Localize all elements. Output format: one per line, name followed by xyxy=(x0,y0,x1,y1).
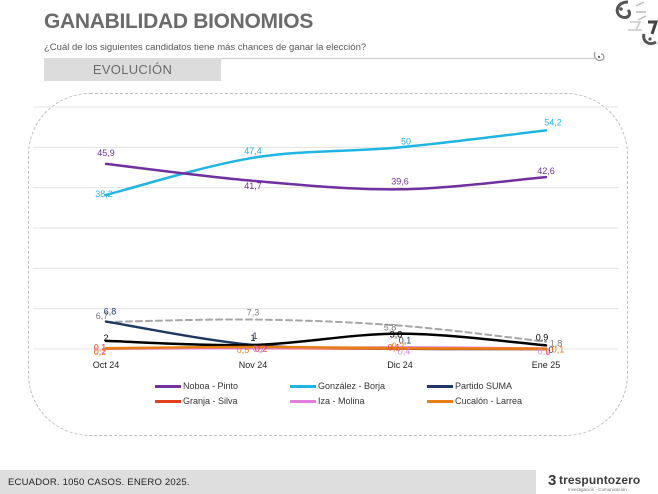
legend-item-cucalon-larrea: Cucalón - Larrea xyxy=(427,396,522,406)
series-line-cucalon-larrea xyxy=(104,345,548,350)
x-tick-label: Oct 24 xyxy=(93,360,120,370)
survey-question: ¿Cuál de los siguientes candidatos tiene… xyxy=(44,42,367,53)
legend-item-granja-silva: Granja - Silva xyxy=(155,396,238,406)
legend-item-gonzalez-borja: González - Borja xyxy=(290,381,385,391)
data-label: 0,4 xyxy=(398,346,411,356)
series-line-gonzalez-borja xyxy=(104,129,548,197)
data-label: 45,9 xyxy=(97,148,115,158)
data-label: 0 xyxy=(545,347,550,357)
brand-mark-icon: 3 xyxy=(548,472,557,489)
trespuntozero-corner-logo-icon xyxy=(615,0,658,46)
swirl-icon xyxy=(593,51,605,62)
brand-name: trespuntozero xyxy=(559,473,641,487)
data-label: 3,8 xyxy=(390,330,403,340)
legend-label: Granja - Silva xyxy=(183,396,238,406)
data-label: 0,1 xyxy=(388,343,401,353)
data-label: 6,8 xyxy=(104,307,117,317)
data-label: 50 xyxy=(401,136,411,146)
x-tick-label: Nov 24 xyxy=(239,360,268,370)
legend-swatch xyxy=(427,399,453,403)
legend-label: González - Borja xyxy=(318,381,386,391)
data-label: 39,6 xyxy=(391,176,409,186)
data-label: 54,2 xyxy=(544,117,562,127)
legend-swatch xyxy=(290,399,316,403)
legend-swatch xyxy=(427,384,453,388)
legend-label: Noboa - Pinto xyxy=(183,381,239,391)
brand-logo: 3 trespuntozero Investigación · Comunica… xyxy=(548,473,648,493)
section-label-evolucion: EVOLUCIÓN xyxy=(44,58,221,81)
legend-swatch xyxy=(155,384,181,388)
footer-bar: ECUADOR. 1050 CASOS. ENERO 2025. xyxy=(0,470,536,494)
data-label: 41,7 xyxy=(244,181,262,191)
data-label: 0,9 xyxy=(536,332,549,342)
data-label: 0,2 xyxy=(94,346,107,356)
legend-item-partido-suma: Partido SUMA xyxy=(427,381,512,391)
data-label: 1 xyxy=(252,331,257,341)
brand-tagline: Investigación · Comunicación xyxy=(568,487,627,492)
legend-swatch xyxy=(290,384,316,388)
data-label: 0,2 xyxy=(94,347,107,357)
data-label: 38,2 xyxy=(95,189,113,199)
x-tick-label: Dic 24 xyxy=(387,360,413,370)
data-label: 1,8 xyxy=(550,339,563,349)
data-label: 0,1 xyxy=(399,336,412,346)
x-tick-label: Ene 25 xyxy=(532,360,561,370)
section-label-text: EVOLUCIÓN xyxy=(92,62,173,77)
header-divider xyxy=(221,58,595,59)
data-label: 5,8 xyxy=(384,323,397,333)
data-label: 0,1 xyxy=(552,345,565,355)
data-label: 0,2 xyxy=(392,341,405,351)
data-label: 2 xyxy=(103,333,108,343)
legend-label: Partido SUMA xyxy=(455,381,513,391)
legend-label: Iza - Molina xyxy=(318,396,365,406)
data-label: 1 xyxy=(250,333,255,343)
legend-item-noboa-pinto: Noboa - Pinto xyxy=(155,381,238,391)
data-label: 7,3 xyxy=(247,308,260,318)
legend-swatch xyxy=(155,399,181,403)
data-label: 0,2 xyxy=(255,344,268,354)
series-line-noboa-pinto xyxy=(104,162,548,191)
footer-caption: ECUADOR. 1050 CASOS. ENERO 2025. xyxy=(8,476,190,488)
legend-label: Cucalón - Larrea xyxy=(455,396,523,406)
data-label: 47,4 xyxy=(244,146,262,156)
series-line-unlabeled-7 xyxy=(105,318,547,343)
page-title: GANABILIDAD BIONOMIOS xyxy=(44,10,314,33)
data-label: 0,2 xyxy=(253,344,266,354)
data-label: 0,1 xyxy=(538,347,551,357)
series-line-unlabeled-6 xyxy=(104,332,548,347)
data-label: 0,1 xyxy=(94,343,107,353)
chart-frame xyxy=(28,93,628,436)
data-label: 42,6 xyxy=(537,166,555,176)
data-label: 0,5 xyxy=(237,345,250,355)
legend-item-iza-molina: Iza - Molina xyxy=(290,396,365,406)
data-label: 0 xyxy=(548,345,553,355)
data-label: 6,7 xyxy=(96,311,109,321)
